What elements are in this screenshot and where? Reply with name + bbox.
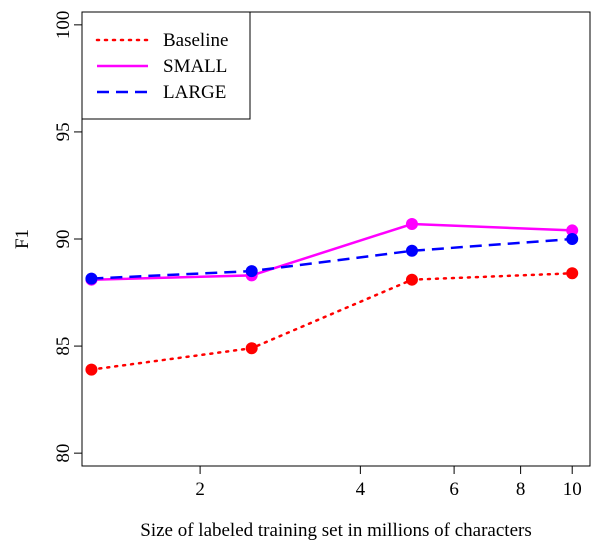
point-large-3 — [405, 244, 418, 257]
x-tick-label-2: 2 — [195, 479, 205, 500]
series-line-large — [91, 237, 573, 280]
legend-items: Baseline SMALL LARGE — [95, 30, 228, 103]
x-tick-label-10: 10 — [563, 479, 582, 500]
x-axis-title: Size of labeled training set in millions… — [140, 520, 532, 541]
legend-label-small: SMALL — [163, 56, 227, 77]
x-tick-label-6: 6 — [449, 479, 459, 500]
point-baseline-2 — [245, 342, 258, 355]
legend-label-baseline: Baseline — [163, 30, 228, 51]
y-tick-label-80: 80 — [53, 444, 74, 463]
legend: Baseline SMALL LARGE — [81, 11, 251, 120]
point-small-3 — [405, 218, 418, 231]
axes: 2 4 6 8 10 80 85 90 95 100 — [53, 11, 582, 500]
series-line-small — [91, 222, 573, 281]
point-large-1 — [85, 272, 98, 285]
y-tick-label-95: 95 — [53, 122, 74, 141]
point-baseline-1 — [85, 363, 98, 376]
point-baseline-3 — [405, 273, 418, 286]
y-axis-title: F1 — [12, 229, 33, 249]
series-line-baseline — [90, 272, 574, 371]
y-tick-label-85: 85 — [53, 337, 74, 356]
x-tick-label-8: 8 — [516, 479, 526, 500]
point-large-2 — [245, 265, 258, 278]
point-baseline-4 — [566, 267, 579, 280]
y-tick-label-90: 90 — [53, 230, 74, 249]
x-tick-label-4: 4 — [356, 479, 366, 500]
point-large-4 — [566, 233, 579, 245]
legend-label-large: LARGE — [163, 82, 226, 103]
y-tick-label-100: 100 — [53, 11, 74, 40]
series-layer — [85, 218, 579, 376]
point-small-4 — [566, 224, 579, 237]
